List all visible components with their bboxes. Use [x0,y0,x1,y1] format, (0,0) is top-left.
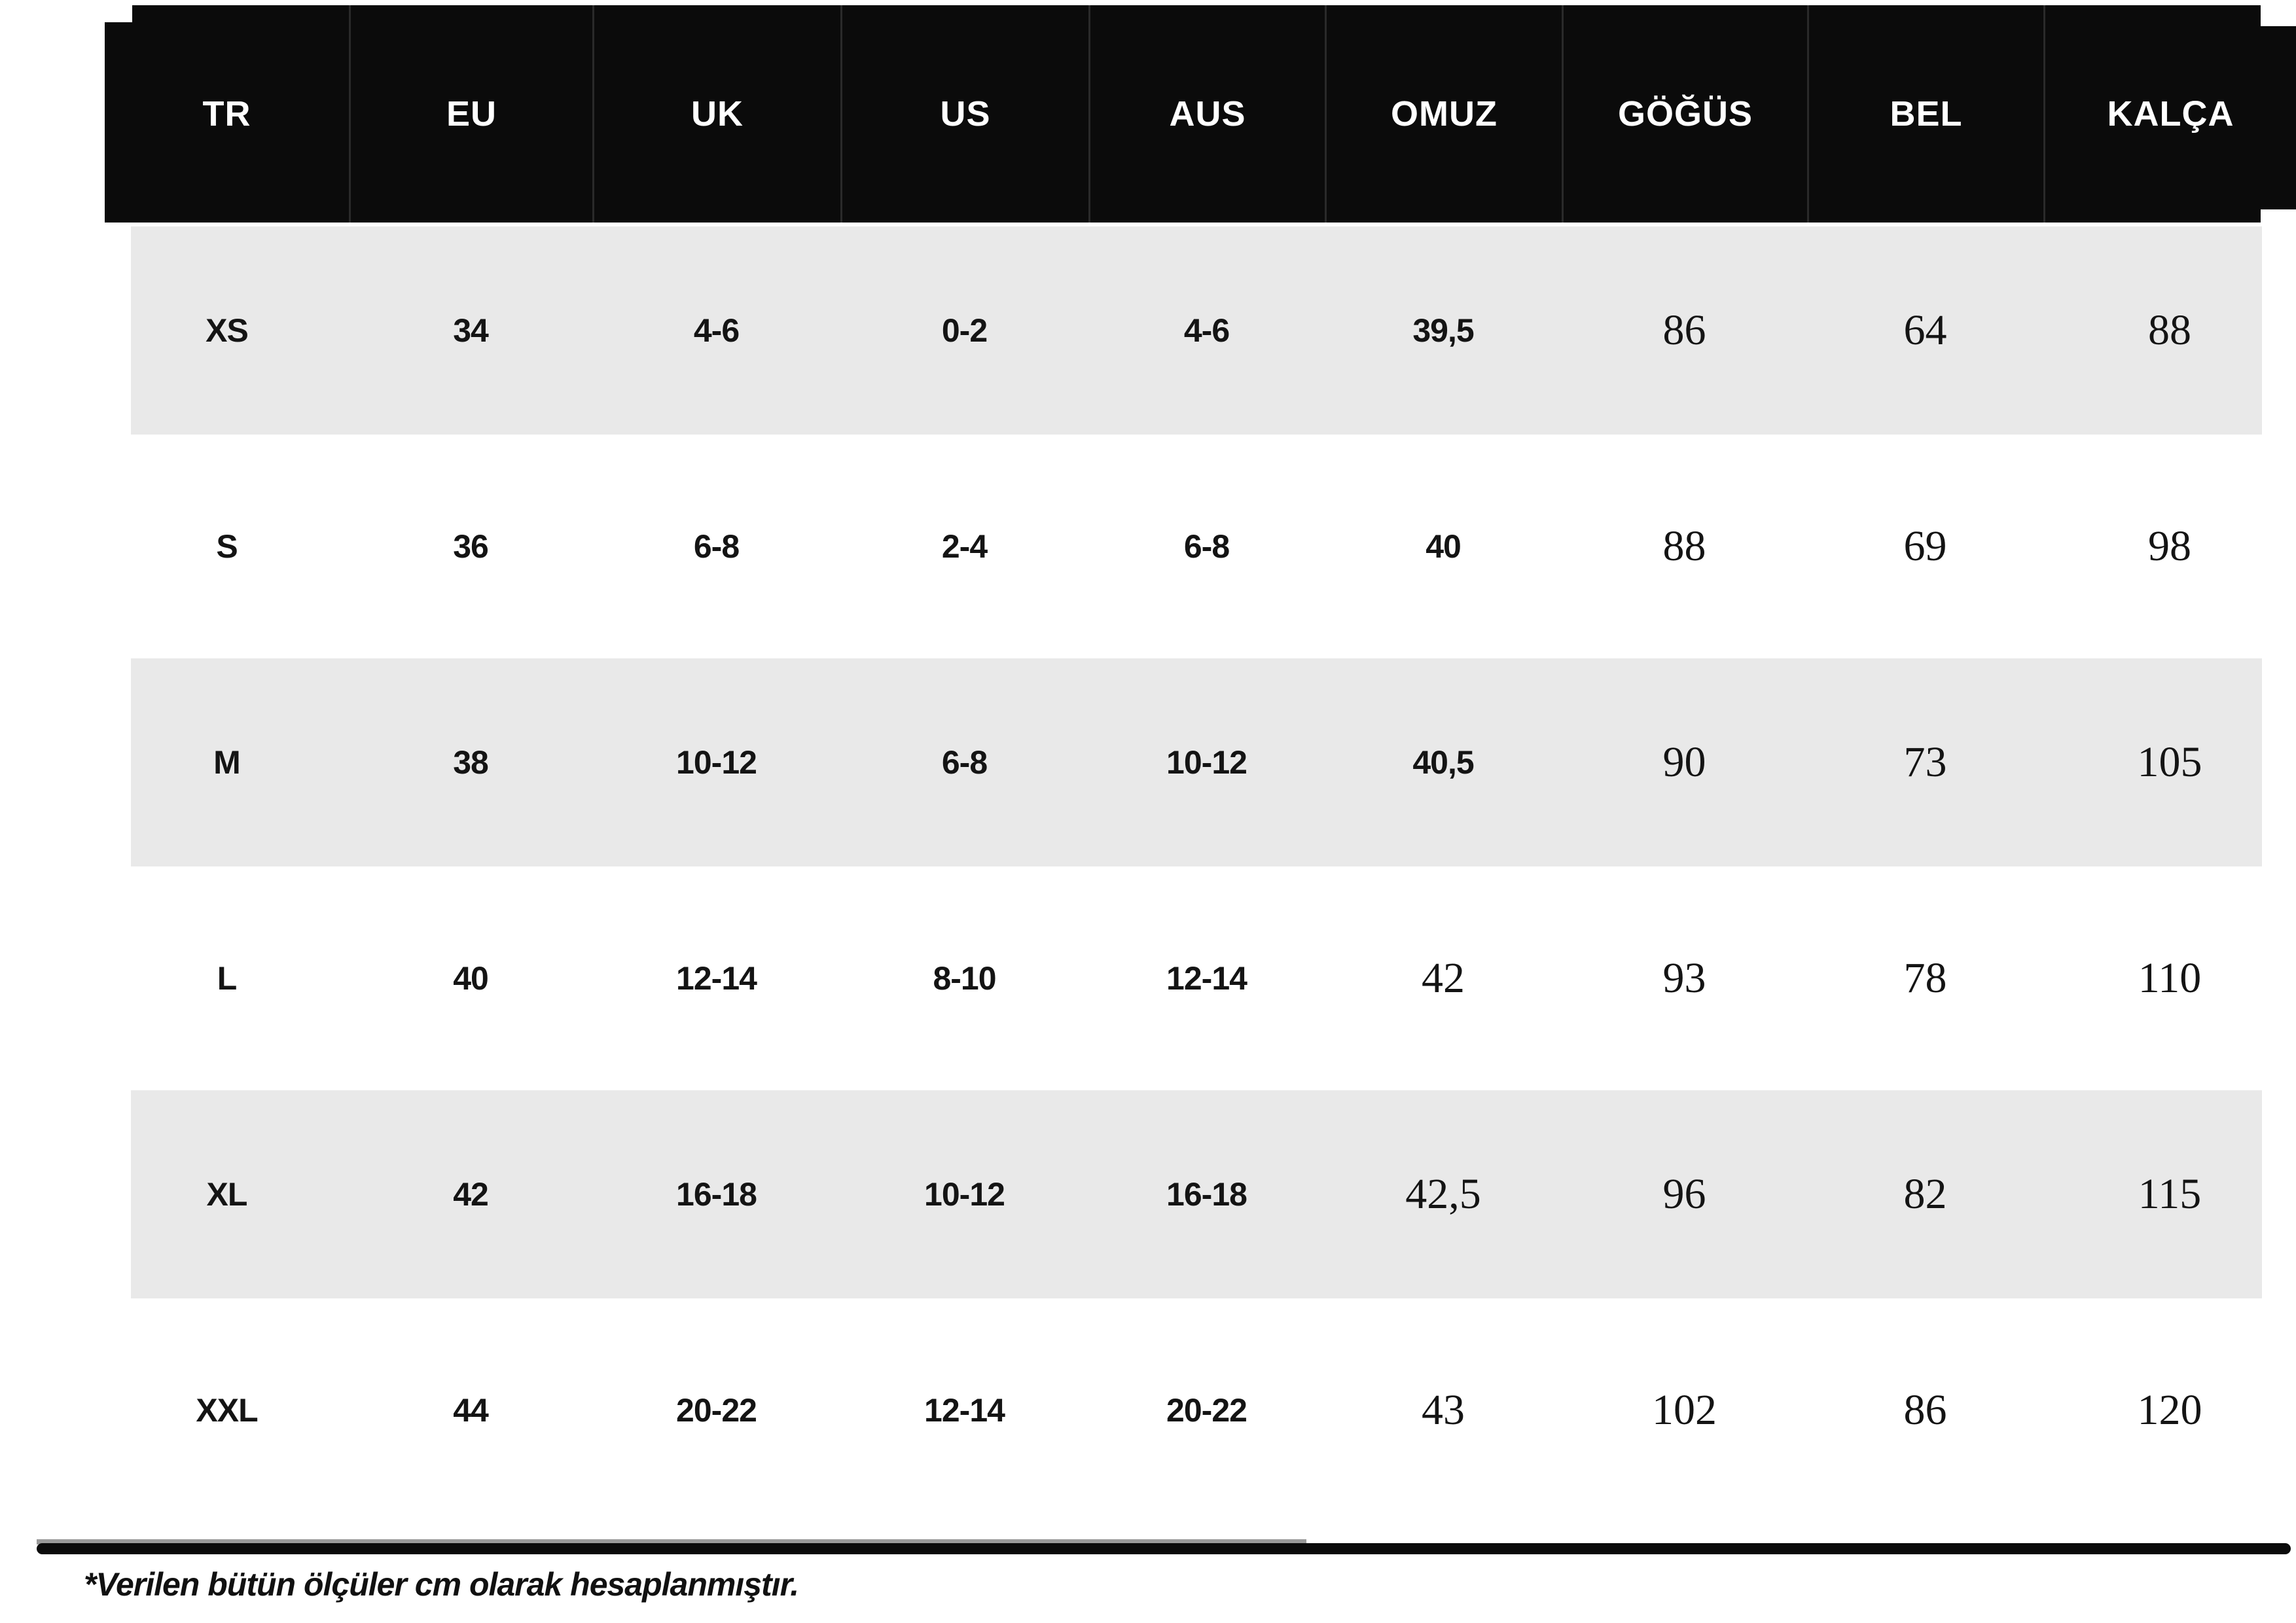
table-cell: 6-8 [1183,528,1230,565]
table-cell: 6-8 [693,528,740,565]
table-cell: 2-4 [941,528,988,565]
table-cell: 20-22 [1166,1392,1247,1429]
table-cell: 120 [2137,1386,2202,1434]
header-cell-eu: EU [349,5,592,223]
table-cell: 10-12 [924,1176,1005,1213]
table-cell: 86 [1903,1386,1947,1434]
table-cell: M [213,744,241,781]
table-cell: 69 [1903,522,1947,570]
scan-notch-top-left [105,5,132,22]
header-cell-tr: TR [202,94,251,134]
table-cell: XXL [196,1392,258,1429]
table-cell: 40 [1426,528,1462,565]
table-cell: 4-6 [693,312,740,349]
table-cell: 10-12 [676,744,757,781]
footer-rule [37,1543,2291,1554]
table-row-xxl: XXL 44 20-22 12-14 20-22 43 102 86 120 [105,1302,2296,1518]
table-cell: 12-14 [1166,960,1247,997]
header-cell-gogus: GÖĞÜS [1562,5,1807,223]
table-cell: 36 [453,528,489,565]
table-cell: 0-2 [941,312,988,349]
table-row-xs: XS 34 4-6 0-2 4-6 39,5 86 64 88 [105,223,2296,438]
table-cell: 73 [1903,738,1947,786]
header-cell-us: US [840,5,1088,223]
table-cell: 39,5 [1412,312,1474,349]
size-chart-header-row: TR EU UK US AUS OMUZ GÖĞÜS BEL KALÇA [105,5,2296,223]
table-cell: 10-12 [1166,744,1247,781]
table-cell: 42 [1422,954,1465,1002]
table-cell: 93 [1662,954,1706,1002]
table-cell: 88 [1662,522,1706,570]
table-cell: 43 [1422,1386,1465,1434]
table-cell: 16-18 [676,1176,757,1213]
table-row-m: M 38 10-12 6-8 10-12 40,5 90 73 105 [105,654,2296,870]
table-cell: 78 [1903,954,1947,1002]
header-cell-bel: BEL [1807,5,2043,223]
table-cell: 96 [1662,1170,1706,1218]
table-cell: 105 [2137,738,2202,786]
table-cell: XL [206,1176,248,1213]
table-cell: 40,5 [1412,744,1474,781]
table-cell: 8-10 [933,960,996,997]
table-cell: L [217,960,238,997]
table-cell: 42 [453,1176,489,1213]
table-cell: 16-18 [1166,1176,1247,1213]
table-cell: 90 [1662,738,1706,786]
table-cell: S [216,528,238,565]
table-cell: 12-14 [924,1392,1005,1429]
table-cell: 34 [453,312,489,349]
table-cell: 4-6 [1183,312,1230,349]
table-row-s: S 36 6-8 2-4 6-8 40 88 69 98 [105,438,2296,654]
table-cell: 38 [453,744,489,781]
table-cell: 12-14 [676,960,757,997]
table-cell: 40 [453,960,489,997]
size-note: *Verilen bütün ölçüler cm olarak hesapla… [84,1566,799,1603]
header-cell-omuz: OMUZ [1325,5,1562,223]
table-cell: 82 [1903,1170,1947,1218]
table-cell: 98 [2148,522,2191,570]
table-cell: 64 [1903,306,1947,354]
header-cell-kalca: KALÇA [2043,5,2296,223]
table-cell: XS [206,312,249,349]
table-cell: 86 [1662,306,1706,354]
header-cell-aus: AUS [1088,5,1325,223]
table-cell: 20-22 [676,1392,757,1429]
table-cell: 115 [2138,1170,2202,1218]
scan-notch-bottom-right [2261,209,2296,223]
table-row-l: L 40 12-14 8-10 12-14 42 93 78 110 [105,870,2296,1086]
table-row-xl: XL 42 16-18 10-12 16-18 42,5 96 82 115 [105,1086,2296,1302]
footer-rule-shadow [37,1539,1306,1544]
table-cell: 88 [2148,306,2191,354]
scan-notch-top-right [2261,5,2296,26]
table-cell: 44 [453,1392,489,1429]
table-cell: 110 [2138,954,2202,1002]
header-cell-uk: UK [592,5,840,223]
table-cell: 102 [1652,1386,1717,1434]
table-cell: 42,5 [1405,1170,1481,1218]
table-cell: 6-8 [941,744,988,781]
